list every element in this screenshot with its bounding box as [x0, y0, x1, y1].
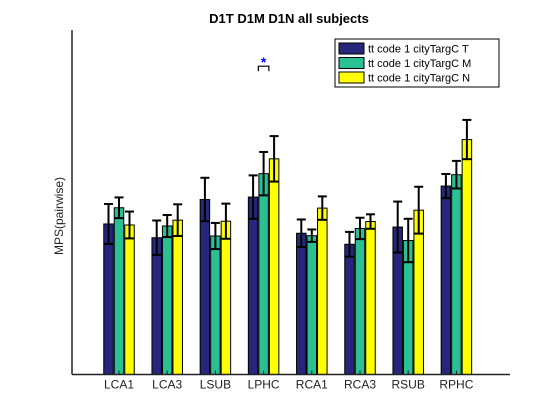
legend: tt code 1 cityTargC T tt code 1 cityTargC… — [334, 38, 500, 88]
chart-title: D1T D1M D1N all subjects — [209, 11, 369, 26]
bars-layer — [103, 139, 473, 375]
bar — [247, 196, 259, 375]
bar — [296, 232, 307, 375]
legend-entry: tt code 1 cityTargC M — [368, 58, 471, 70]
bar — [268, 158, 280, 375]
x-tick-label: RCA1 — [296, 378, 328, 392]
x-tick-label: LCA3 — [152, 378, 182, 392]
annotations-layer: * — [257, 54, 270, 72]
bar — [124, 224, 135, 375]
bar — [113, 207, 125, 375]
bar — [172, 219, 183, 375]
bar — [103, 223, 114, 375]
bar — [413, 209, 424, 375]
bar — [306, 235, 318, 375]
legend-swatch — [338, 42, 365, 55]
y-axis-label: MPS(pairwise) — [52, 177, 66, 255]
bar — [220, 220, 232, 375]
x-tick-label: LSUB — [200, 378, 231, 392]
legend-entry: tt code 1 cityTargC T — [368, 44, 469, 56]
bar — [354, 227, 366, 375]
bar — [210, 235, 221, 375]
legend-swatch — [338, 57, 365, 69]
bar — [451, 174, 462, 375]
bar — [161, 225, 173, 375]
bar — [199, 198, 211, 375]
significance-marker: * — [261, 54, 267, 70]
x-tick-label: LCA1 — [104, 378, 134, 392]
bar — [365, 221, 376, 375]
error-bars-layer — [104, 118, 472, 264]
x-tick-label: LPHC — [248, 378, 280, 392]
legend-swatch — [338, 71, 365, 84]
bar — [151, 237, 162, 375]
bar — [258, 173, 269, 375]
bar — [344, 243, 355, 375]
x-tick-label: RSUB — [392, 378, 425, 392]
x-tick-label: RPHC — [439, 378, 473, 392]
bar — [317, 207, 328, 375]
legend-entry: tt code 1 cityTargC N — [368, 73, 470, 85]
bar — [440, 185, 452, 375]
x-tick-label: RCA3 — [344, 378, 376, 392]
bar — [461, 139, 473, 375]
significance-bracket — [257, 65, 270, 72]
x-tick-layer: LCA1 LCA3 LSUB LPHC RCA1 RCA3 RSUB RPHC — [104, 370, 474, 392]
